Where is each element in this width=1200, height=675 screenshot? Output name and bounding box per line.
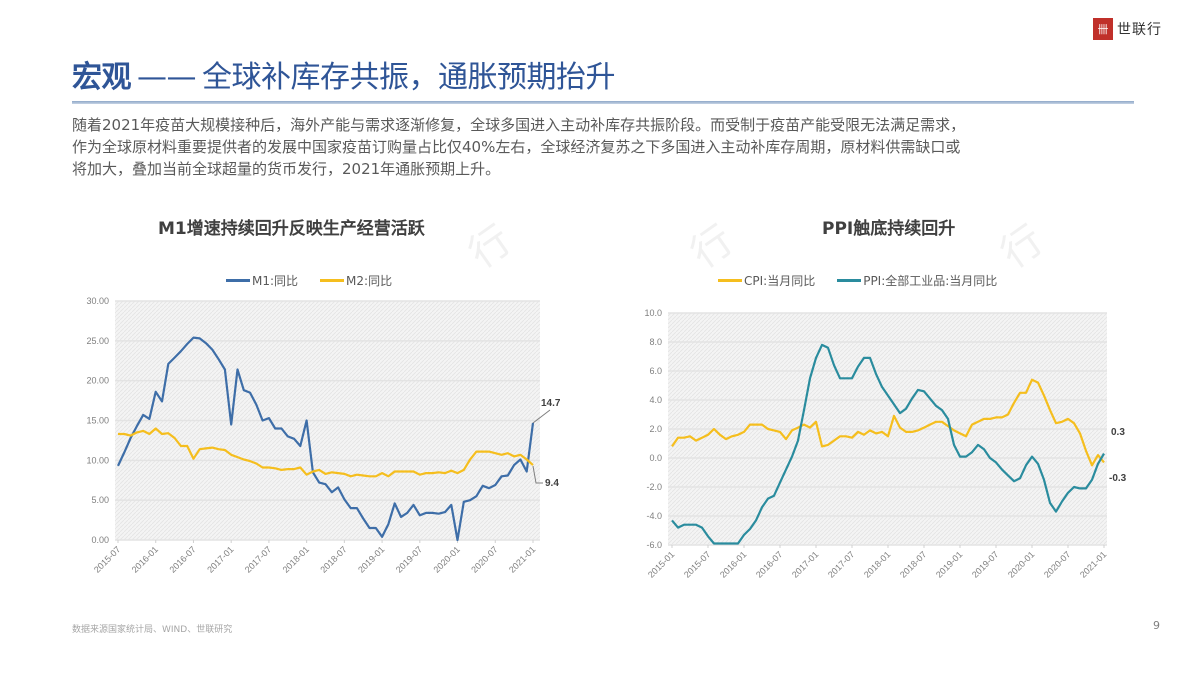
svg-text:-0.3: -0.3 — [1109, 473, 1127, 484]
svg-text:5.00: 5.00 — [91, 495, 109, 505]
chart-title-ppi: PPI触底持续回升 — [822, 219, 956, 239]
legend-swatch-m1 — [226, 279, 250, 282]
svg-text:4.0: 4.0 — [649, 395, 662, 405]
legend-label: PPI:全部工业品:当月同比 — [863, 274, 998, 288]
svg-text:15.00: 15.00 — [86, 416, 109, 426]
legend-label: CPI:当月同比 — [744, 274, 816, 288]
legend-swatch-ppi — [837, 279, 862, 282]
svg-text:30.00: 30.00 — [86, 296, 109, 306]
legend-swatch-cpi — [718, 279, 742, 282]
legend-label: M1:同比 — [252, 274, 299, 288]
title-text: 全球补库存共振，通胀预期抬升 — [202, 60, 616, 95]
svg-text:9.4: 9.4 — [545, 478, 559, 489]
legend-m1-m2: M1:同比 M2:同比 — [226, 272, 392, 289]
legend-cpi-ppi: CPI:当月同比 PPI:全部工业品:当月同比 — [718, 272, 997, 289]
svg-text:2016-07: 2016-07 — [754, 549, 784, 579]
svg-text:20.00: 20.00 — [86, 376, 109, 386]
title-dash: —— — [137, 60, 197, 95]
legend-swatch-m2 — [320, 279, 345, 282]
title-section: 宏观 — [72, 60, 132, 95]
intro-line: 作为全球原材料重要提供者的发展中国家疫苗订购量占比仅40%左右，全球经济复苏之下… — [72, 138, 961, 156]
svg-text:-6.0: -6.0 — [646, 540, 662, 550]
svg-text:2017-07: 2017-07 — [826, 549, 856, 579]
svg-text:6.0: 6.0 — [649, 366, 662, 376]
chart-title-m1: M1增速持续回升反映生产经营活跃 — [158, 219, 425, 239]
svg-text:2020-07: 2020-07 — [1042, 549, 1072, 579]
svg-text:10.00: 10.00 — [86, 455, 109, 465]
legend-label: M2:同比 — [346, 274, 393, 288]
svg-text:-2.0: -2.0 — [646, 482, 662, 492]
svg-text:10.0: 10.0 — [644, 308, 662, 318]
data-source-note: 数据来源国家统计局、WIND、世联研究 — [72, 625, 233, 635]
intro-line: 将加大，叠加当前全球超量的货币发行，2021年通胀预期上升。 — [72, 160, 501, 178]
legend-item-m1: M1:同比 — [226, 272, 298, 289]
title-divider — [72, 101, 1134, 104]
svg-text:2017-01: 2017-01 — [790, 549, 820, 579]
svg-text:2018-01: 2018-01 — [862, 549, 892, 579]
intro-line: 随着2021年疫苗大规模接种后，海外产能与需求逐渐修复，全球多国进入主动补库存共… — [72, 116, 966, 134]
svg-text:2019-01: 2019-01 — [934, 549, 964, 579]
legend-item-ppi: PPI:全部工业品:当月同比 — [837, 272, 997, 289]
svg-text:0.0: 0.0 — [649, 453, 662, 463]
page-title: 宏观 —— 全球补库存共振，通胀预期抬升 — [72, 52, 616, 96]
legend-item-cpi: CPI:当月同比 — [718, 272, 815, 289]
svg-text:8.0: 8.0 — [649, 337, 662, 347]
svg-text:25.00: 25.00 — [86, 336, 109, 346]
svg-text:2015-01: 2015-01 — [646, 549, 676, 579]
svg-text:2019-07: 2019-07 — [970, 549, 1000, 579]
svg-text:14.7: 14.7 — [541, 398, 561, 409]
svg-text:2021-01: 2021-01 — [1078, 549, 1108, 579]
company-logo: 卌 世联行 — [1093, 18, 1162, 40]
svg-text:0.00: 0.00 — [91, 535, 109, 545]
svg-text:2018-07: 2018-07 — [898, 549, 928, 579]
svg-text:2015-07: 2015-07 — [682, 549, 712, 579]
svg-text:2020-01: 2020-01 — [1006, 549, 1036, 579]
svg-text:2.0: 2.0 — [649, 424, 662, 434]
svg-text:-4.0: -4.0 — [646, 511, 662, 521]
svg-text:2016-01: 2016-01 — [718, 549, 748, 579]
page-number: 9 — [1153, 619, 1160, 632]
svg-text:0.3: 0.3 — [1111, 427, 1125, 438]
logo-text: 世联行 — [1117, 22, 1162, 38]
legend-item-m2: M2:同比 — [320, 272, 392, 289]
intro-paragraph: 随着2021年疫苗大规模接种后，海外产能与需求逐渐修复，全球多国进入主动补库存共… — [72, 114, 1152, 180]
logo-mark-icon: 卌 — [1093, 18, 1113, 40]
